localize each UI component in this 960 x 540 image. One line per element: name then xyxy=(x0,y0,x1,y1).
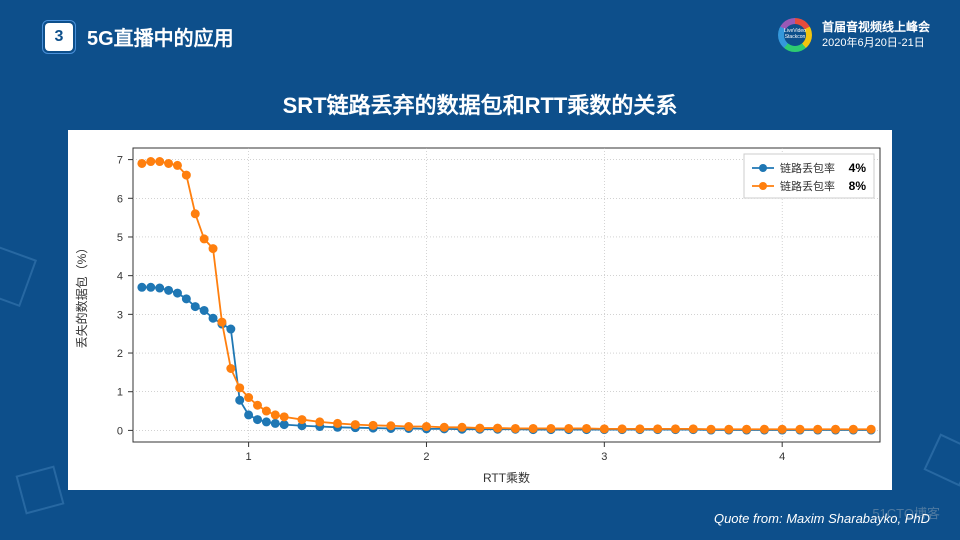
watermark: 51CTO博客 xyxy=(872,503,940,522)
svg-text:2: 2 xyxy=(423,451,429,463)
svg-text:RTT乘数: RTT乘数 xyxy=(483,470,530,485)
event-name: 首届音视频线上峰会 xyxy=(822,19,930,36)
svg-text:5: 5 xyxy=(117,232,123,244)
event-date: 2020年6月20日-21日 xyxy=(822,37,925,49)
chart-title: SRT链路丢弃的数据包和RTT乘数的关系 xyxy=(0,88,960,120)
svg-text:3: 3 xyxy=(117,309,123,321)
svg-text:2: 2 xyxy=(117,348,123,360)
section-header: 3 5G直播中的应用 xyxy=(45,22,234,51)
bg-decoration xyxy=(16,466,65,515)
svg-text:7: 7 xyxy=(117,155,123,167)
svg-text:4: 4 xyxy=(117,271,123,283)
svg-text:4: 4 xyxy=(779,451,785,463)
line-chart: 0 1 2 3 4 5 6 7 1 2 3 4 RTT乘数 丢失的数据包（%） 链路丢包率 4% 链路丢包率 8% xyxy=(68,130,892,490)
svg-text:1: 1 xyxy=(117,387,123,399)
bg-decoration xyxy=(0,243,37,307)
svg-text:6: 6 xyxy=(117,193,123,205)
svg-text:0: 0 xyxy=(117,425,123,437)
event-text: 首届音视频线上峰会 2020年6月20日-21日 xyxy=(822,19,930,51)
event-logo-icon: LiveVideo Stackcon xyxy=(778,18,812,52)
svg-text:3: 3 xyxy=(601,451,607,463)
svg-text:链路丢包率: 链路丢包率 xyxy=(780,179,835,193)
section-number-badge: 3 xyxy=(45,23,73,51)
slide-root: 3 5G直播中的应用 LiveVideo Stackcon 首届音视频线上峰会 … xyxy=(0,0,960,540)
svg-text:链路丢包率: 链路丢包率 xyxy=(780,161,835,175)
svg-text:1: 1 xyxy=(246,451,252,463)
svg-text:丢失的数据包（%）: 丢失的数据包（%） xyxy=(74,242,89,349)
chart-container: 0 1 2 3 4 5 6 7 1 2 3 4 RTT乘数 丢失的数据包（%） 链路丢包率 4% 链路丢包率 8% xyxy=(68,130,892,490)
event-info: LiveVideo Stackcon 首届音视频线上峰会 2020年6月20日-… xyxy=(778,18,930,52)
section-title: 5G直播中的应用 xyxy=(87,22,234,51)
svg-text:8%: 8% xyxy=(849,179,867,193)
bg-decoration xyxy=(923,433,960,486)
svg-text:4%: 4% xyxy=(849,161,867,175)
